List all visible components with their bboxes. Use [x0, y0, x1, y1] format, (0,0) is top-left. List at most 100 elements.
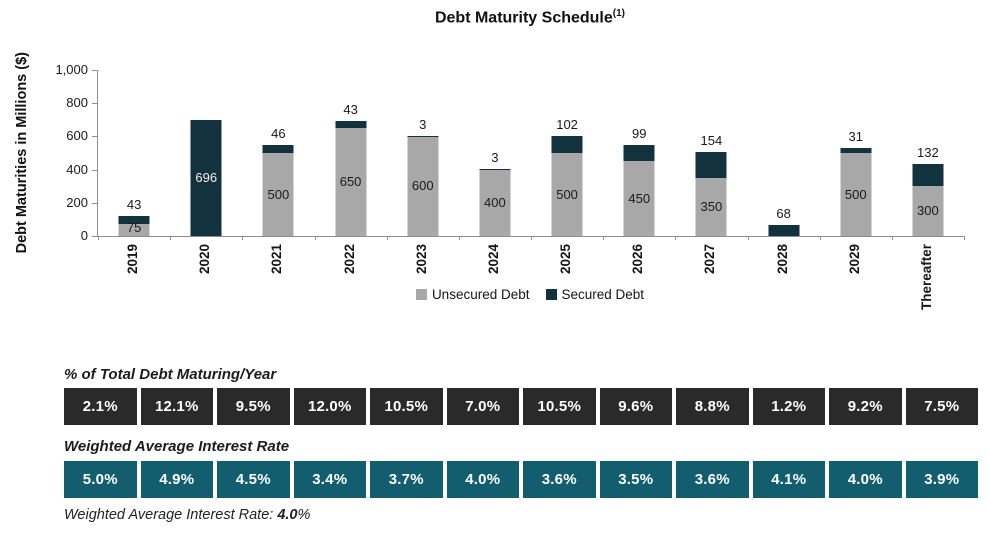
- bar-slot-2019: 75 43: [98, 70, 170, 236]
- legend-swatch: [545, 289, 557, 300]
- table-cell: 3.9%: [905, 461, 978, 498]
- table-cell: 2.1%: [64, 388, 137, 425]
- y-tick-label: 600: [66, 128, 88, 144]
- table-cell: 10.5%: [370, 388, 443, 425]
- secured-value-label: 102: [556, 117, 578, 133]
- table-cell: 8.8%: [676, 388, 749, 425]
- secured-value-label: 696: [195, 170, 218, 186]
- unsecured-value-label: 500: [267, 186, 290, 202]
- table-cell: 4.0%: [446, 461, 519, 498]
- secured-segment: [118, 216, 150, 224]
- secured-value-label: 68: [776, 205, 791, 221]
- table-cell: 4.0%: [829, 461, 902, 498]
- table-cell: 7.0%: [446, 388, 519, 425]
- bar-slot-2023: 600 3: [387, 70, 459, 236]
- table-cell: 9.2%: [829, 388, 902, 425]
- table-cell: 4.1%: [752, 461, 825, 498]
- secured-value-label: 43: [343, 101, 358, 117]
- table-cell: 5.0%: [64, 461, 137, 498]
- chart-title-footnote-marker: (1): [612, 8, 626, 19]
- table-cell: 4.5%: [217, 461, 290, 498]
- weighted-average-note-value: 4.0: [277, 507, 298, 523]
- y-tick-mark: [92, 70, 97, 71]
- x-tick-mark: [386, 236, 388, 240]
- secured-value-label: 3: [491, 150, 499, 166]
- weighted-avg-rate-table: 5.0% 4.9% 4.5% 3.4% 3.7% 4.0% 3.6% 3.5% 3.6% 4.1%…: [64, 461, 978, 498]
- unsecured-segment: [695, 177, 727, 236]
- unsecured-value-label: 350: [700, 198, 723, 214]
- x-label-2025: 2025: [558, 244, 574, 275]
- bar-slot-2022: 650 43: [315, 70, 387, 236]
- secured-segment: [912, 164, 944, 187]
- secured-segment: [768, 224, 800, 236]
- bar-slot-2027: 350 154: [675, 70, 747, 236]
- y-tick-label: 0: [80, 228, 88, 243]
- unsecured-segment: [551, 153, 583, 236]
- x-tick-mark: [314, 236, 316, 240]
- secured-segment: [623, 144, 655, 162]
- x-label-2019: 2019: [125, 244, 141, 275]
- y-tick-mark: [92, 103, 97, 105]
- secured-value-label: 31: [848, 128, 863, 144]
- y-axis-title: Debt Maturities in Millions ($): [14, 52, 30, 254]
- table-cell: 9.6%: [599, 388, 672, 425]
- unsecured-value-label: 600: [411, 178, 434, 194]
- unsecured-segment: [840, 153, 872, 236]
- unsecured-segment: [623, 161, 655, 236]
- pct-table-heading: % of Total Debt Maturing/Year: [64, 366, 277, 383]
- table-cell: 9.5%: [217, 388, 290, 425]
- bar-slot-2024: 400 3: [459, 70, 531, 236]
- unsecured-value-label: 500: [556, 186, 578, 202]
- y-tick-mark: [92, 136, 97, 138]
- x-label-2020: 2020: [197, 244, 213, 275]
- y-tick-label: 400: [66, 161, 88, 177]
- legend-item-secured-debt: Secured Debt: [545, 287, 644, 302]
- table-cell: 3.6%: [523, 461, 596, 498]
- x-label-2027: 2027: [702, 244, 718, 275]
- x-tick-mark: [747, 236, 749, 240]
- unsecured-segment: [912, 186, 944, 236]
- table-cell: 3.5%: [599, 461, 672, 498]
- weighted-average-note: Weighted Average Interest Rate: 4.0%: [64, 507, 310, 523]
- y-tick-label: 1,000: [55, 62, 88, 77]
- y-tick-label: 200: [66, 194, 88, 210]
- unsecured-segment: [479, 169, 511, 236]
- secured-segment: [335, 120, 367, 129]
- x-label-2022: 2022: [341, 244, 357, 275]
- x-tick-mark: [964, 236, 965, 240]
- bar-slot-2020: 696: [170, 70, 242, 236]
- x-tick-mark: [819, 236, 821, 240]
- x-tick-mark: [98, 236, 99, 240]
- y-tick-label: 800: [66, 95, 88, 111]
- unsecured-value-label: 75: [126, 220, 142, 235]
- table-cell: 12.1%: [140, 388, 213, 425]
- unsecured-value-label: 450: [628, 190, 651, 206]
- secured-value-label: 154: [700, 133, 723, 149]
- x-tick-mark: [603, 236, 605, 240]
- bar-slot-2029: 500 31: [820, 70, 892, 236]
- x-label-2021: 2021: [269, 244, 285, 275]
- x-label-2029: 2029: [846, 244, 862, 275]
- pct-of-total-debt-table: 2.1% 12.1% 9.5% 12.0% 10.5% 7.0% 10.5% 9.6% 8.8%…: [64, 388, 978, 425]
- secured-value-label: 3: [419, 116, 427, 132]
- unsecured-value-label: 400: [484, 194, 506, 210]
- secured-value-label: 43: [126, 197, 142, 213]
- x-tick-mark: [170, 236, 172, 240]
- secured-segment: [840, 147, 872, 153]
- table-cell: 3.6%: [676, 461, 749, 498]
- secured-value-label: 46: [271, 126, 286, 142]
- table-cell: 10.5%: [523, 388, 596, 425]
- x-tick-mark: [675, 236, 677, 240]
- unsecured-value-label: 650: [339, 174, 362, 190]
- unsecured-segment: [407, 136, 439, 236]
- table-cell: 1.2%: [752, 388, 825, 425]
- table-cell: 12.0%: [293, 388, 366, 425]
- x-tick-mark: [458, 236, 460, 240]
- bar-slot-2021: 500 46: [242, 70, 314, 236]
- weighted-average-note-prefix: Weighted Average Interest Rate:: [64, 507, 278, 523]
- legend-label: Unsecured Debt: [431, 287, 530, 302]
- bar-slot-2025: 500 102: [531, 70, 603, 236]
- unsecured-segment: [335, 128, 367, 236]
- x-tick-mark: [531, 236, 532, 240]
